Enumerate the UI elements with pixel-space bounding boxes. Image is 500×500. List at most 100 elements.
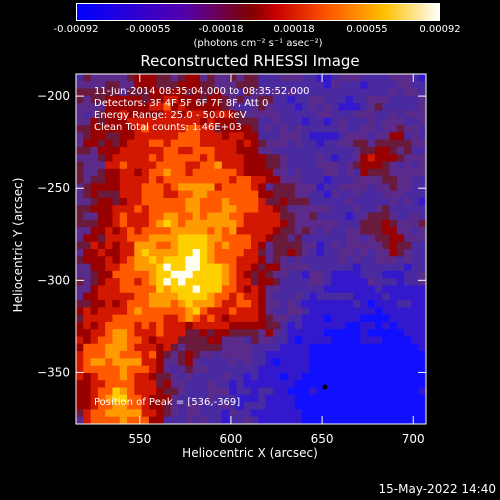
heatmap-cell — [251, 292, 259, 301]
heatmap-cell — [316, 270, 325, 279]
heatmap-cell — [112, 190, 121, 199]
heatmap-cell — [243, 103, 252, 112]
heatmap-cell — [411, 81, 420, 90]
heatmap-cell — [323, 329, 332, 338]
heatmap-cell — [229, 227, 238, 236]
heatmap-cell — [192, 227, 201, 236]
heatmap-cell — [294, 336, 303, 345]
heatmap-cell — [316, 205, 325, 214]
heatmap-cell — [251, 161, 259, 170]
heatmap-cell — [294, 409, 303, 418]
heatmap-cell — [302, 300, 310, 308]
heatmap-cell — [258, 219, 267, 228]
heatmap-cell — [331, 81, 340, 90]
heatmap-cell — [148, 372, 157, 381]
heatmap-cell — [214, 197, 223, 206]
heatmap-cell — [360, 219, 369, 228]
heatmap-cell — [229, 402, 238, 411]
heatmap-cell — [367, 329, 376, 338]
heatmap-cell — [323, 132, 332, 141]
heatmap-cell — [148, 343, 157, 352]
heatmap-cell — [192, 81, 201, 90]
heatmap-cell — [316, 372, 325, 381]
heatmap-cell — [141, 285, 150, 294]
heatmap-cell — [280, 387, 289, 396]
heatmap-cell — [90, 227, 99, 236]
heatmap-cell — [97, 241, 106, 250]
heatmap-cell — [374, 110, 383, 119]
heatmap-cell — [221, 314, 230, 323]
heatmap-cell — [83, 219, 92, 228]
heatmap-cell — [258, 416, 267, 424]
heatmap-cell — [287, 300, 296, 308]
heatmap-cell — [83, 139, 92, 148]
heatmap-cell — [316, 117, 325, 126]
heatmap-cell — [178, 183, 186, 192]
heatmap-cell — [309, 394, 318, 403]
heatmap-cell — [338, 314, 347, 323]
heatmap-cell — [214, 343, 223, 352]
heatmap-cell — [141, 197, 150, 206]
heatmap-cell — [141, 168, 150, 177]
heatmap-cell — [163, 394, 172, 403]
heatmap-cell — [243, 168, 252, 177]
heatmap-cell — [199, 329, 208, 338]
heatmap-cell — [170, 103, 179, 112]
heatmap-cell — [374, 402, 383, 411]
heatmap-cell — [83, 300, 92, 308]
heatmap-cell — [105, 402, 114, 411]
heatmap-cell — [112, 285, 121, 294]
heatmap-cell — [360, 351, 369, 359]
heatmap-cell — [258, 321, 267, 330]
heatmap-cell — [134, 314, 143, 323]
heatmap-cell — [396, 183, 405, 192]
heatmap-cell — [374, 103, 383, 112]
heatmap-cell — [272, 394, 281, 403]
heatmap-cell — [163, 329, 172, 338]
heatmap-cell — [309, 365, 318, 374]
heatmap-cell — [236, 197, 245, 206]
heatmap-cell — [418, 387, 426, 396]
timestamp: 15-May-2022 14:40 — [378, 482, 496, 496]
heatmap-cell — [411, 387, 420, 396]
heatmap-cell — [243, 95, 252, 104]
heatmap-cell — [148, 402, 157, 411]
heatmap-cell — [331, 154, 340, 163]
heatmap-cell — [360, 88, 369, 97]
heatmap-cell — [345, 416, 354, 424]
heatmap-cell — [367, 95, 376, 104]
heatmap-cell — [331, 307, 340, 316]
heatmap-cell — [251, 285, 259, 294]
heatmap-cell — [148, 234, 157, 243]
heatmap-cell — [345, 132, 354, 141]
heatmap-cell — [309, 88, 318, 97]
heatmap-cell — [90, 270, 99, 279]
heatmap-cell — [112, 321, 121, 330]
heatmap-cell — [127, 205, 135, 214]
heatmap-cell — [404, 219, 413, 228]
heatmap-cell — [294, 307, 303, 316]
heatmap-cell — [83, 321, 92, 330]
heatmap-cell — [382, 168, 391, 177]
heatmap-cell — [214, 95, 223, 104]
heatmap-cell — [221, 365, 230, 374]
heatmap-cell — [309, 183, 318, 192]
heatmap-cell — [170, 409, 179, 418]
heatmap-cell — [294, 256, 303, 265]
heatmap-cell — [105, 278, 114, 287]
heatmap-cell — [302, 387, 310, 396]
heatmap-cell — [90, 394, 99, 403]
heatmap-cell — [367, 241, 376, 250]
heatmap-cell — [265, 190, 274, 199]
heatmap-cell — [185, 212, 194, 221]
heatmap-cell — [119, 270, 128, 279]
heatmap-cell — [97, 314, 106, 323]
heatmap-cell — [309, 416, 318, 424]
heatmap-cell — [127, 249, 135, 257]
heatmap-cell — [272, 278, 281, 287]
heatmap-cell — [236, 380, 245, 389]
heatmap-cell — [258, 358, 267, 367]
heatmap-cell — [214, 212, 223, 221]
heatmap-cell — [331, 125, 340, 133]
heatmap-cell — [134, 285, 143, 294]
